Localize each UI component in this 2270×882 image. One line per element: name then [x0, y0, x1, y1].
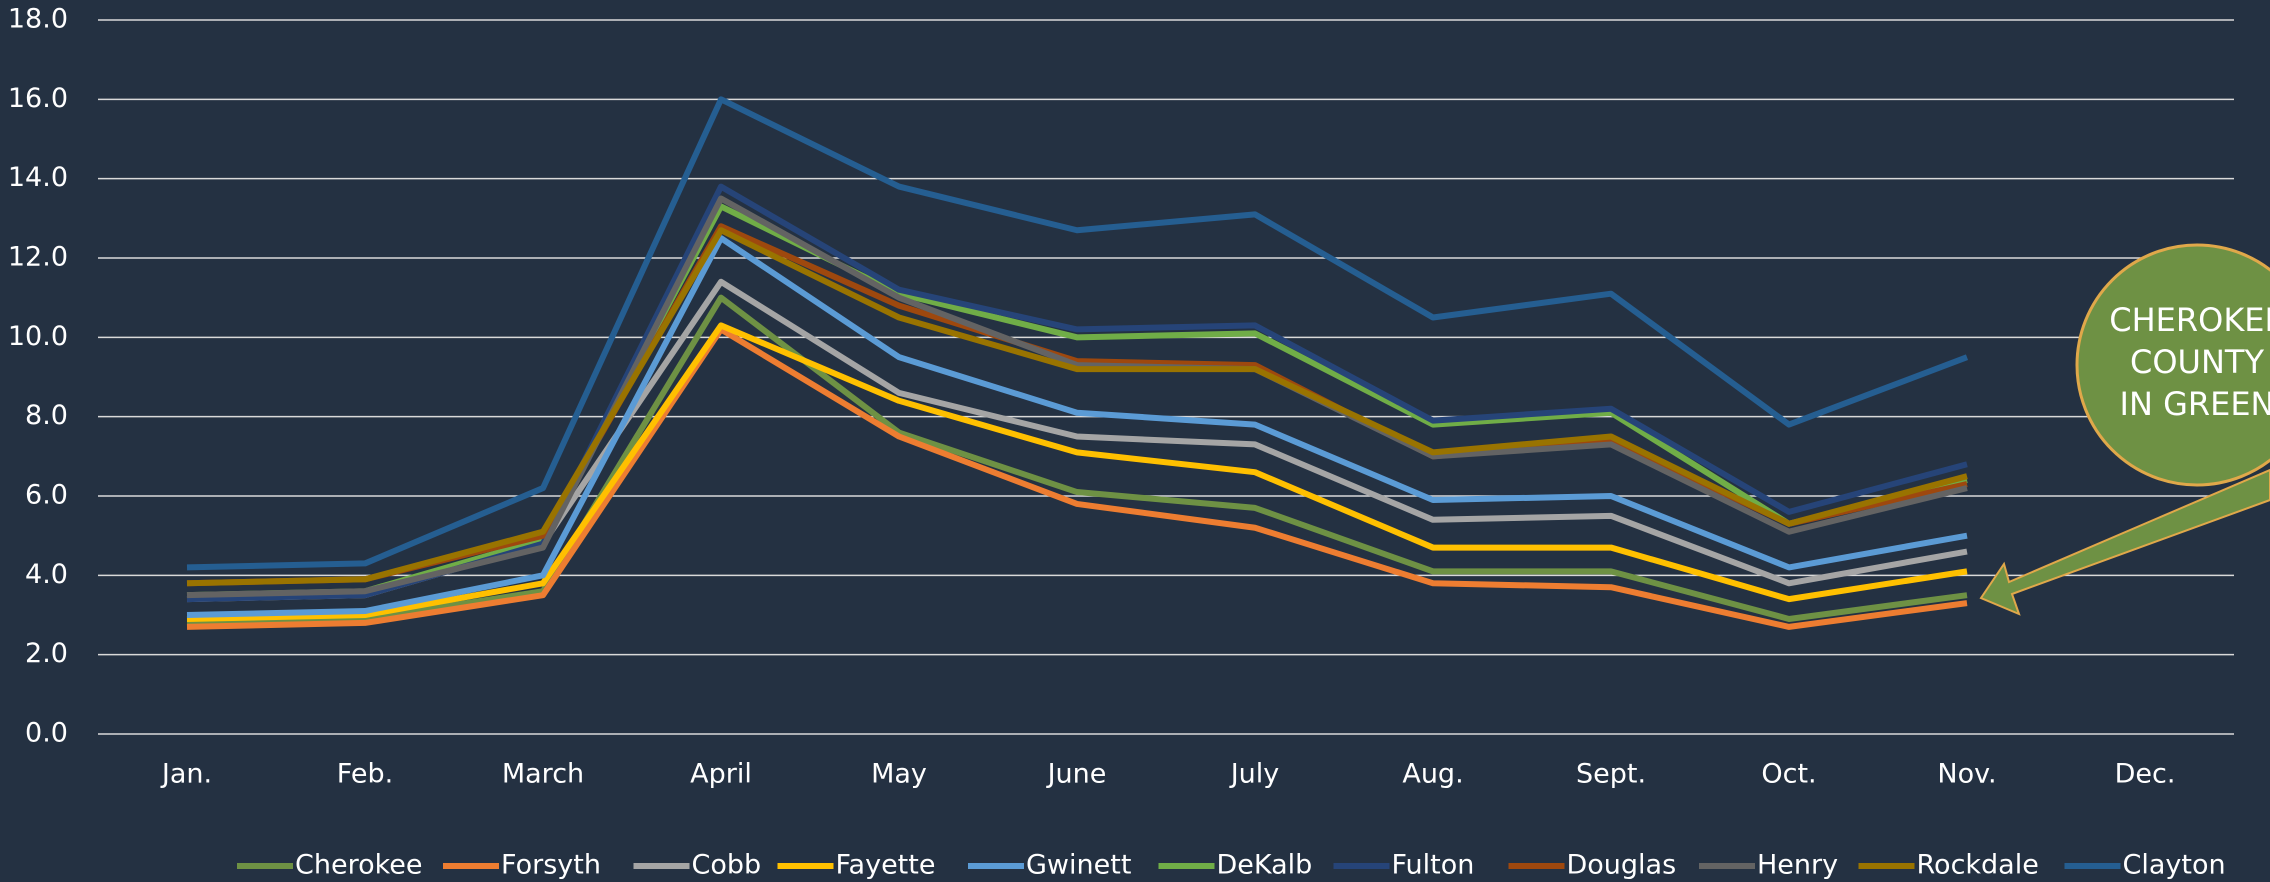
x-tick-label: Oct. [1761, 759, 1816, 790]
x-tick-label: Dec. [2115, 759, 2176, 790]
x-tick-label: June [1046, 759, 1107, 790]
series-line [186, 326, 1968, 630]
annotation-text: CHEROKEE [2109, 301, 2270, 339]
series-line [186, 227, 1968, 587]
x-tick-label: Jan. [160, 759, 212, 790]
x-tick-label: March [502, 759, 584, 790]
x-tick-label: July [1229, 759, 1280, 790]
legend-label: Douglas [1567, 850, 1677, 881]
legend-label: Cherokee [295, 850, 423, 881]
series-line [186, 235, 1968, 618]
x-tick-label: April [690, 759, 752, 790]
legend-label: Henry [1757, 850, 1838, 881]
y-tick-label: 12.0 [8, 242, 68, 273]
annotation: CHEROKEE COUNTY IN GREEN [1979, 243, 2270, 616]
legend-label: Gwinett [1026, 850, 1131, 881]
legend-label: Cobb [692, 850, 762, 881]
y-tick-label: 18.0 [8, 4, 68, 35]
legend-label: Fayette [836, 850, 936, 881]
legend-label: Fulton [1392, 850, 1475, 881]
y-tick-label: 16.0 [8, 83, 68, 114]
annotation-arrow [1979, 468, 2270, 616]
series-line [186, 322, 1968, 622]
x-tick-label: Feb. [337, 759, 393, 790]
legend: Cherokee Forsyth Cobb Fayette Gwinett DeKalb F… [237, 850, 2226, 881]
series-line [186, 195, 1968, 599]
series-line [186, 294, 1968, 626]
annotation-text: COUNTY [2130, 343, 2264, 381]
series-line [186, 96, 1969, 571]
y-tick-label: 2.0 [25, 638, 68, 669]
y-tick-label: 6.0 [25, 480, 68, 511]
x-tick-label: Nov. [1937, 759, 1996, 790]
y-tick-label: 14.0 [8, 162, 68, 193]
y-tick-label: 0.0 [25, 718, 68, 749]
legend-label: DeKalb [1217, 850, 1313, 881]
legend-label: Clayton [2123, 850, 2226, 881]
labels: 0.0 2.0 4.0 6.0 8.0 10.0 12.0 14.0 16.0 18.0 Jan. F… [8, 4, 2176, 790]
series-line [186, 203, 1968, 599]
annotation-text: IN GREEN [2120, 385, 2270, 423]
x-tick-label: Aug. [1402, 759, 1463, 790]
y-tick-label: 10.0 [8, 321, 68, 352]
y-tick-label: 8.0 [25, 400, 68, 431]
lines [186, 96, 1969, 630]
annotation-circle [2075, 243, 2270, 487]
x-tick-label: Sept. [1576, 759, 1646, 790]
y-tick-label: 4.0 [25, 559, 68, 590]
legend-label: Forsyth [501, 850, 601, 881]
x-tick-label: May [871, 759, 927, 790]
legend-label: Rockdale [1917, 850, 2039, 881]
